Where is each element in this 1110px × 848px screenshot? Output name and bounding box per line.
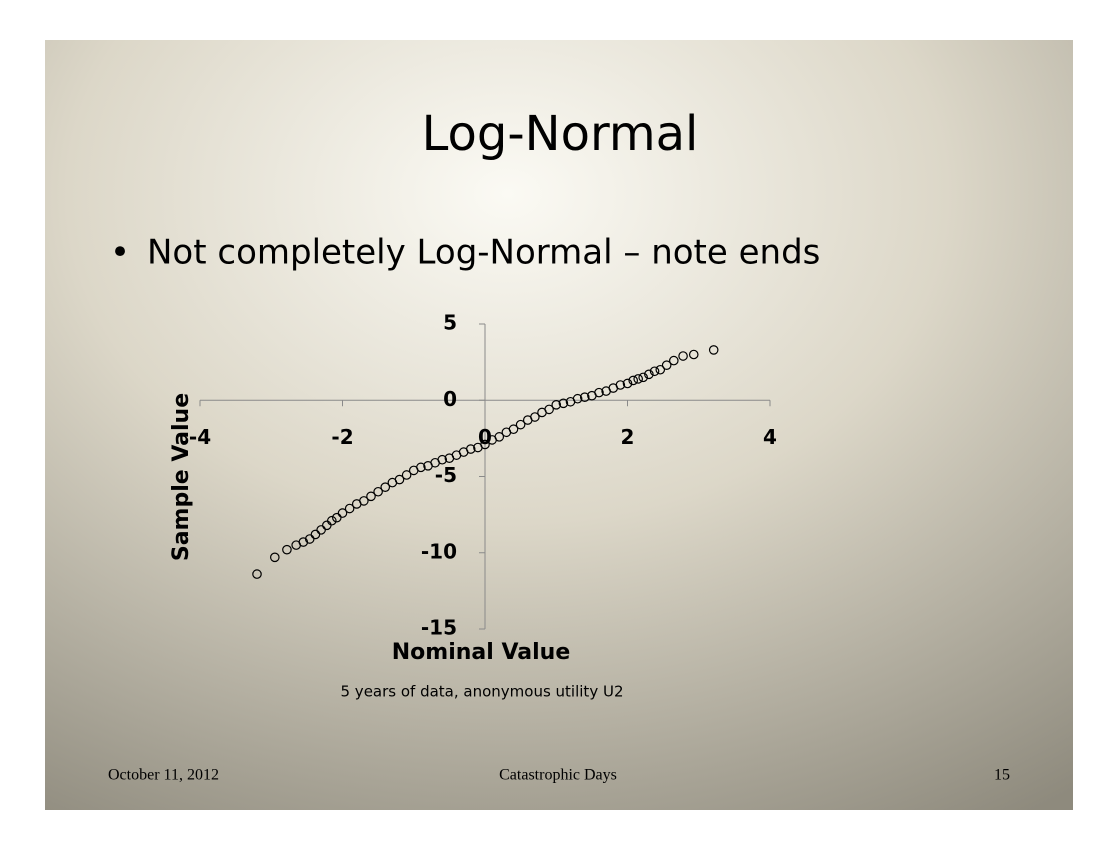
data-point [252, 569, 262, 579]
data-point [494, 432, 505, 442]
data-point [380, 482, 391, 492]
y-tick-label: -15 [421, 616, 457, 640]
data-point [678, 351, 688, 361]
data-point [628, 375, 638, 386]
data-point [615, 380, 626, 390]
slide-background [45, 40, 1073, 810]
data-point [515, 419, 526, 430]
page-number: 15 [994, 767, 1010, 784]
data-point [331, 512, 342, 523]
data-point [579, 392, 590, 402]
y-tick-label: -5 [435, 463, 457, 487]
data-point [366, 491, 376, 502]
data-point [437, 454, 448, 465]
data-point [465, 444, 476, 454]
footer-date: October 11, 2012 [108, 767, 219, 784]
data-point [688, 349, 699, 360]
data-point [594, 387, 604, 398]
footer-title: Catastrophic Days [499, 767, 617, 784]
data-point [644, 369, 654, 380]
data-point [304, 534, 315, 544]
data-point [298, 537, 309, 547]
x-tick-label: -4 [189, 425, 211, 449]
data-point [558, 398, 569, 409]
slide-title: Log-Normal [422, 106, 699, 162]
data-point [661, 360, 672, 370]
data-point [633, 374, 643, 384]
data-point [344, 503, 355, 514]
data-point [622, 378, 633, 389]
y-tick-label: 5 [443, 311, 457, 335]
bullet-text: Not completely Log-Normal – note ends [147, 233, 820, 273]
data-point [270, 552, 280, 563]
data-point [359, 496, 369, 506]
bullet-dot: • [110, 233, 130, 273]
data-point [572, 393, 583, 404]
data-point [394, 474, 405, 485]
data-point [669, 355, 679, 366]
y-tick-label: 0 [443, 387, 457, 411]
data-point [544, 404, 554, 415]
data-point [480, 439, 490, 450]
data-point [551, 400, 562, 410]
data-point [337, 508, 348, 518]
x-tick-label: 2 [621, 425, 635, 449]
x-axis-title: Nominal Value [392, 640, 571, 665]
x-tick-label: 4 [763, 425, 777, 449]
data-point [649, 366, 660, 377]
data-point [530, 412, 540, 422]
data-point [327, 515, 337, 526]
data-point [416, 462, 426, 473]
data-point [401, 470, 412, 480]
y-tick-label: -10 [421, 539, 457, 563]
x-tick-label: -2 [331, 425, 353, 449]
data-point [373, 486, 383, 497]
data-point [655, 364, 666, 375]
data-point [638, 372, 648, 383]
data-point [282, 544, 292, 555]
data-point [508, 424, 519, 435]
data-point [316, 525, 326, 535]
data-point [310, 529, 321, 540]
y-axis-title: Sample Value [169, 393, 194, 561]
caption: 5 years of data, anonymous utility U2 [341, 683, 624, 701]
data-point [708, 345, 719, 355]
